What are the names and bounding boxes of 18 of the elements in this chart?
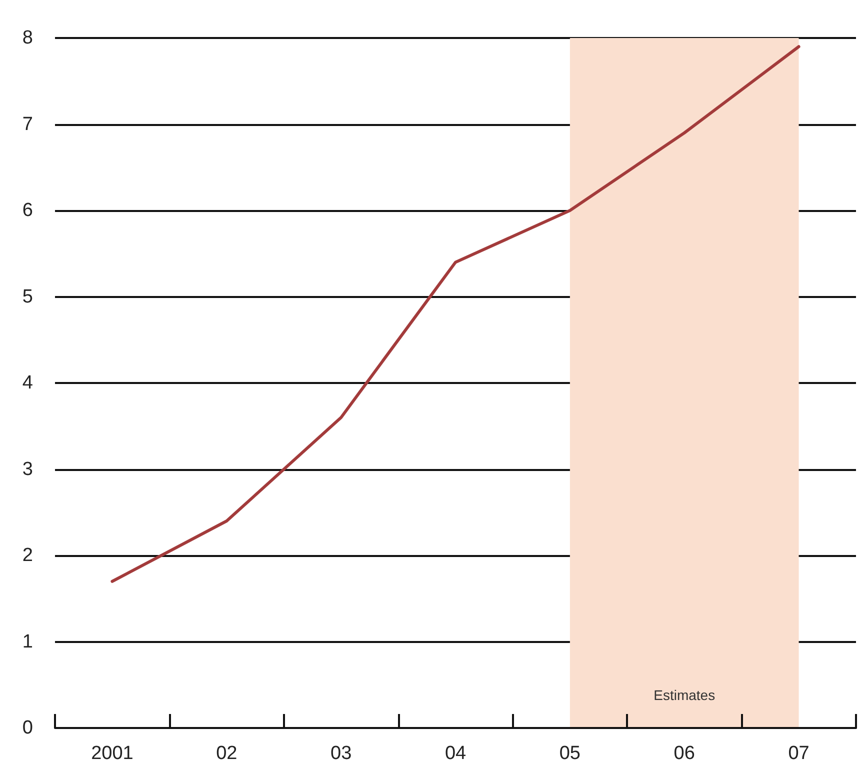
y-tick-label: 4 — [22, 372, 34, 394]
y-tick-label: 1 — [22, 631, 33, 652]
y-tick-label: 0 — [22, 718, 33, 738]
line-series — [110, 45, 800, 583]
x-tick-label: 03 — [330, 743, 352, 764]
x-tick-label: 06 — [674, 743, 695, 764]
y-tick-label: 6 — [22, 200, 33, 221]
y-tick-label: 2 — [22, 545, 33, 566]
band-label: Estimates — [654, 687, 716, 703]
x-tick-label: 07 — [788, 743, 810, 764]
x-tick-label: 04 — [444, 743, 466, 764]
x-tick-label: 2001 — [91, 743, 134, 764]
y-tick-label: 7 — [22, 114, 33, 135]
x-tick-label: 05 — [559, 743, 580, 764]
y-tick-label: 3 — [22, 458, 33, 480]
y-tick-label: 8 — [22, 28, 33, 48]
x-tick-label: 02 — [216, 743, 238, 764]
y-tick-label: 5 — [22, 286, 33, 308]
